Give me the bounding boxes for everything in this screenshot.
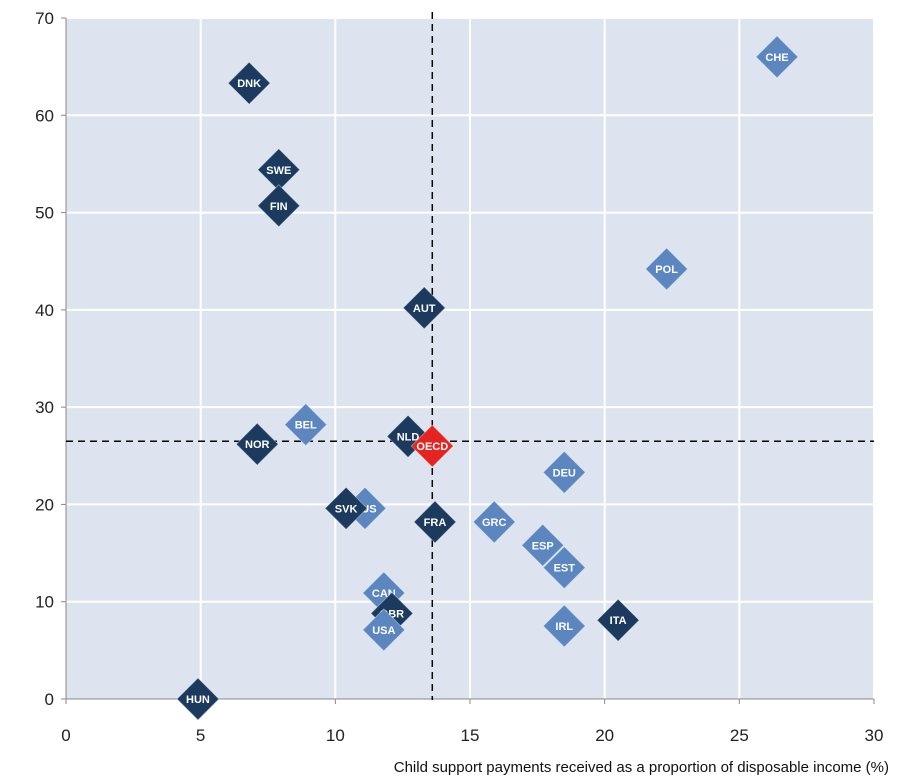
data-label: NOR (245, 439, 270, 451)
data-label: FRA (424, 517, 447, 529)
data-marker (257, 184, 301, 228)
data-marker (362, 608, 406, 652)
data-point-che: CHE (755, 35, 799, 79)
data-marker (596, 598, 640, 642)
data-marker (521, 523, 565, 567)
data-label: GRC (482, 517, 507, 529)
y-tick-label: 0 (45, 690, 54, 709)
y-axis-ticks: 0 10 20 30 40 50 60 70 (35, 9, 66, 709)
data-label: SWE (266, 165, 291, 177)
data-point-svk: SVK (324, 486, 368, 531)
data-label: DNK (237, 78, 261, 90)
data-marker (402, 286, 446, 330)
data-label: USA (372, 625, 395, 637)
y-tick-label: 30 (35, 398, 54, 417)
data-point-fin: FIN (257, 184, 301, 228)
data-label: HUN (186, 694, 210, 706)
data-label: DEU (553, 467, 576, 479)
data-label: FIN (270, 201, 288, 213)
data-label: BEL (295, 420, 317, 432)
data-label: OECD (416, 441, 448, 453)
x-axis-ticks: 0 5 10 15 20 25 30 (61, 699, 883, 745)
data-marker (542, 604, 586, 648)
data-point-hun: HUN (176, 677, 220, 721)
data-label: EST (554, 563, 576, 575)
data-label: NLD (397, 431, 420, 443)
data-point-aut: AUT (402, 286, 446, 330)
data-marker (235, 422, 279, 466)
y-tick-label: 50 (35, 204, 54, 223)
data-point-pol: POL (644, 247, 689, 291)
x-axis-label: Child support payments received as a pro… (394, 759, 889, 776)
data-point-irl: IRL (542, 604, 586, 648)
data-marker (324, 486, 368, 531)
data-marker (283, 402, 328, 447)
data-label: POL (655, 264, 678, 276)
data-point-fra: FRA (413, 500, 457, 544)
data-label: IRL (555, 621, 573, 633)
data-markers: DNKCHESWEFINPOLAUTBELNORNLDDEUAUSSVKFRAG… (176, 35, 799, 721)
data-marker (755, 35, 799, 79)
data-point-usa: USA (362, 608, 406, 652)
data-label: AUT (413, 303, 436, 315)
x-tick-label: 15 (461, 726, 480, 745)
data-marker (644, 247, 689, 291)
data-label: ESP (532, 540, 554, 552)
data-label: ITA (610, 615, 627, 627)
data-marker (227, 61, 271, 105)
data-label: SVK (335, 503, 358, 515)
y-tick-label: 70 (35, 9, 54, 28)
data-point-dnk: DNK (227, 61, 271, 105)
x-tick-label: 0 (61, 726, 70, 745)
data-marker (410, 424, 455, 468)
data-marker (472, 500, 516, 544)
data-label: CHE (765, 52, 788, 64)
data-point-est: EST (542, 545, 586, 590)
y-tick-label: 20 (35, 495, 54, 514)
x-tick-label: 5 (196, 726, 205, 745)
data-point-bel: BEL (283, 402, 328, 447)
data-point-esp: ESP (521, 523, 565, 567)
y-tick-label: 40 (35, 301, 54, 320)
plot-area (65, 12, 875, 700)
data-marker (542, 545, 586, 590)
data-point-oecd: OECD (410, 424, 455, 468)
data-point-grc: GRC (472, 500, 516, 544)
data-point-deu: DEU (542, 450, 586, 495)
data-marker (413, 500, 457, 544)
y-tick-label: 60 (35, 106, 54, 125)
y-tick-label: 10 (35, 593, 54, 612)
data-marker (542, 450, 586, 495)
data-marker (176, 677, 220, 721)
x-tick-label: 20 (595, 726, 614, 745)
x-tick-label: 25 (730, 726, 749, 745)
x-tick-label: 10 (326, 726, 345, 745)
data-point-ita: ITA (596, 598, 640, 642)
data-point-nor: NOR (235, 422, 279, 466)
x-tick-label: 30 (865, 726, 884, 745)
